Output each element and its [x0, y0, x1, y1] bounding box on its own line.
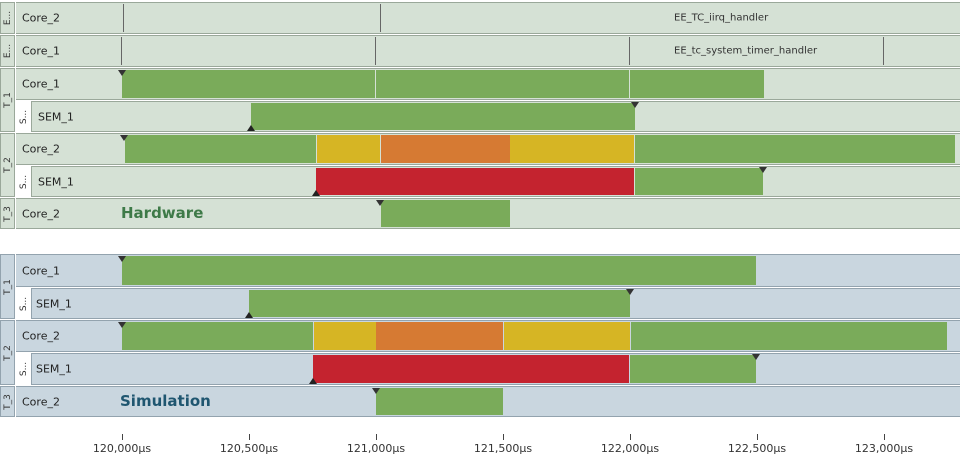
ready-segment[interactable]	[317, 135, 380, 163]
sim-row-t1-sem1[interactable]: S... SEM_1	[0, 288, 960, 319]
hardware-title: Hardware	[121, 204, 204, 222]
simulation-title: Simulation	[120, 392, 211, 410]
row-label: SEM_1	[36, 362, 72, 376]
running-segment[interactable]	[251, 103, 635, 130]
running-segment[interactable]	[249, 290, 630, 317]
activation-marker	[120, 135, 128, 141]
hw-row-isr-core1[interactable]: Core_1 EE_tc_system_timer_handler	[0, 35, 960, 67]
event-marker	[375, 37, 376, 65]
running-segment[interactable]	[122, 322, 313, 350]
preempted-segment[interactable]	[376, 322, 503, 350]
axis-tick-label: 121,000µs	[346, 442, 406, 455]
event-label: EE_TC_iirq_handler	[674, 12, 769, 24]
axis-tick	[249, 434, 250, 440]
row-label: Core_2	[22, 142, 60, 156]
group-label-e-1: E...	[0, 2, 15, 34]
hw-row-t1-core1[interactable]: Core_1	[0, 68, 960, 100]
axis-tick-label: 120,500µs	[219, 442, 279, 455]
event-marker	[123, 4, 124, 32]
ready-segment[interactable]	[314, 322, 376, 350]
simulation-panel: T_1 T_2 T_3 Core_1 S... SEM_1 Core_2 S..…	[0, 254, 960, 418]
axis-tick	[630, 434, 631, 440]
activation-marker	[376, 200, 384, 206]
running-segment[interactable]	[376, 388, 503, 415]
running-segment[interactable]	[381, 200, 510, 227]
axis-tick	[884, 434, 885, 440]
running-segment[interactable]	[630, 355, 756, 383]
group-label-t3: T_3	[0, 198, 15, 229]
blocked-segment[interactable]	[313, 355, 629, 383]
sub-label: S...	[16, 101, 32, 132]
activation-marker	[372, 388, 380, 394]
row-label: Core_2	[22, 11, 60, 25]
release-marker	[631, 102, 639, 108]
hw-row-t3-core2[interactable]: Core_2 Hardware	[0, 198, 960, 229]
running-segment[interactable]	[631, 322, 947, 350]
group-label-t3: T_3	[0, 386, 15, 417]
axis-tick	[122, 434, 123, 440]
activation-marker	[118, 322, 126, 328]
release-marker	[752, 354, 760, 360]
ready-segment[interactable]	[510, 135, 634, 163]
row-label: SEM_1	[38, 175, 74, 188]
running-segment[interactable]	[122, 256, 756, 285]
axis-tick-label: 122,500µs	[727, 442, 787, 455]
acquire-marker	[312, 190, 320, 196]
sub-label: S...	[16, 288, 32, 319]
axis-tick-label: 123,000µs	[854, 442, 914, 455]
row-label: SEM_1	[36, 297, 72, 310]
running-segment[interactable]	[125, 135, 316, 163]
ready-segment[interactable]	[504, 322, 630, 350]
axis-tick	[757, 434, 758, 440]
axis-tick	[503, 434, 504, 440]
hardware-panel: E... E... T_1 T_2 T_3 Core_2 EE_TC_iirq_…	[0, 2, 960, 229]
row-label: Core_2	[22, 395, 60, 408]
event-label: EE_tc_system_timer_handler	[674, 45, 818, 57]
sim-row-t2-core2[interactable]: Core_2	[0, 320, 960, 352]
event-marker	[629, 37, 630, 65]
row-label: Core_1	[22, 264, 60, 277]
sim-row-t3-core2[interactable]: Core_2 Simulation	[0, 386, 960, 417]
row-label: SEM_1	[38, 110, 74, 123]
running-segment[interactable]	[635, 135, 955, 163]
event-marker	[883, 37, 884, 65]
activation-marker	[118, 256, 126, 262]
sub-label: S...	[16, 166, 32, 197]
acquire-marker	[247, 125, 255, 131]
acquire-marker	[245, 312, 253, 318]
running-segment[interactable]	[122, 70, 375, 98]
axis-tick-label: 120,000µs	[92, 442, 152, 455]
sim-row-t2-sem1[interactable]: S... SEM_1	[0, 353, 960, 385]
event-marker	[121, 37, 122, 65]
blocked-segment[interactable]	[316, 168, 634, 195]
group-label-t2: T_2	[0, 133, 15, 197]
hw-row-t2-sem1[interactable]: S... SEM_1	[0, 166, 960, 197]
preempted-segment[interactable]	[381, 135, 510, 163]
row-label: Core_1	[22, 77, 60, 91]
time-axis: 120,000µs 120,500µs 121,000µs 121,500µs …	[0, 430, 960, 456]
running-segment[interactable]	[635, 168, 763, 195]
release-marker	[759, 167, 767, 173]
running-segment[interactable]	[630, 70, 764, 98]
axis-tick	[376, 434, 377, 440]
group-label-t1: T_1	[0, 254, 15, 319]
axis-tick-label: 121,500µs	[473, 442, 533, 455]
release-marker	[626, 289, 634, 295]
group-label-t2: T_2	[0, 320, 15, 385]
acquire-marker	[309, 378, 317, 384]
event-marker	[380, 4, 381, 32]
hw-row-t1-sem1[interactable]: S... SEM_1	[0, 101, 960, 132]
row-label: Core_2	[22, 207, 60, 220]
sub-label: S...	[16, 353, 32, 385]
axis-tick-label: 122,000µs	[600, 442, 660, 455]
sim-row-t1-core1[interactable]: Core_1	[0, 254, 960, 287]
running-segment[interactable]	[376, 70, 629, 98]
hw-row-t2-core2[interactable]: Core_2	[0, 133, 960, 165]
row-label: Core_2	[22, 329, 60, 343]
activation-marker	[118, 70, 126, 76]
hw-row-isr-core2[interactable]: Core_2 EE_TC_iirq_handler	[0, 2, 960, 34]
group-label-t1: T_1	[0, 68, 15, 132]
row-label: Core_1	[22, 44, 60, 58]
group-label-e-2: E...	[0, 35, 15, 67]
